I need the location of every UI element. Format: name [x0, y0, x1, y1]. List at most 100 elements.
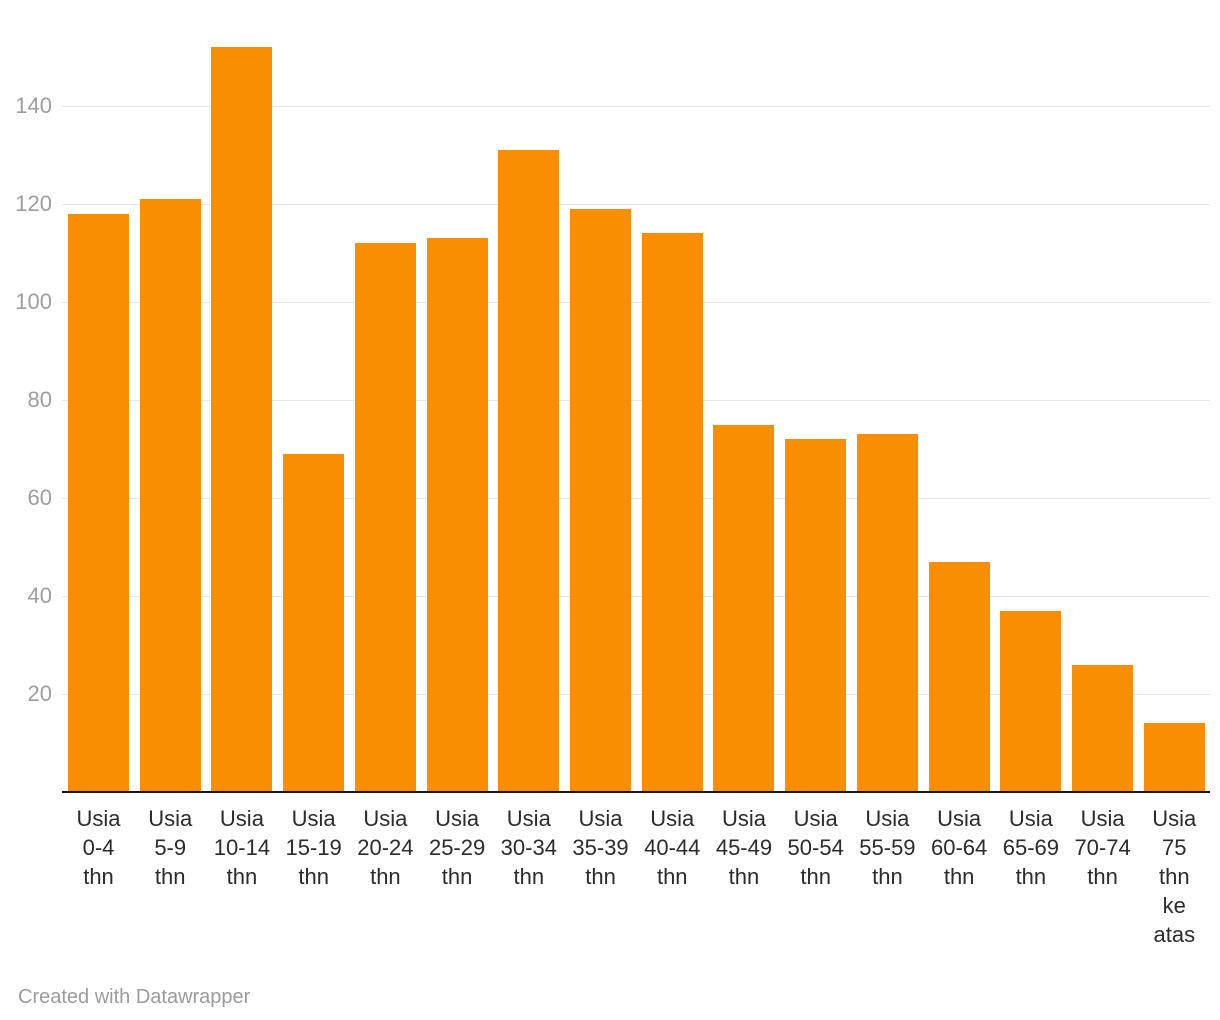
gridline-140	[62, 105, 1210, 107]
x-axis-label-line: thn	[441, 864, 473, 889]
x-axis-label-usia-0-4-thn: Usia 0-4 thn	[61, 804, 137, 891]
x-axis-label-line: 50-54	[787, 835, 844, 860]
x-axis-label-line: Usia	[937, 806, 982, 831]
gridline-100	[62, 301, 1210, 303]
datawrapper-credit-link[interactable]: Created with Datawrapper	[18, 986, 251, 1008]
x-axis-label-line: thn	[872, 864, 903, 889]
x-axis-label-line: thn	[83, 864, 114, 889]
x-axis-label-usia-10-14-thn: Usia 10-14 thn	[204, 804, 280, 891]
x-axis-label-line: 45-49	[715, 835, 773, 860]
x-axis-label-line: Usia	[363, 806, 408, 831]
plot-area: 20 40 60 80 100 120 140	[15, 47, 1210, 793]
x-axis-label-line: thn	[1087, 864, 1118, 889]
x-axis-label-usia-30-34-thn: Usia 30-34 thn	[491, 804, 567, 891]
x-axis-label-line: 70-74	[1074, 835, 1131, 860]
x-axis-label-usia-75-thn-ke-atas: Usia 75 thn ke atas	[1136, 804, 1212, 949]
y-axis-tick-label-40: 40	[27, 583, 52, 608]
x-axis-label-line: 55-59	[859, 835, 916, 860]
x-axis-label-usia-20-24-thn: Usia 20-24 thn	[347, 804, 423, 891]
x-axis-label-line: thn	[298, 864, 329, 889]
x-axis-label-line: atas	[1153, 922, 1196, 947]
x-axis-label-line: thn	[226, 864, 258, 889]
x-axis-label-line: Usia	[1152, 806, 1197, 831]
bar-usia-65-69-thn	[1000, 610, 1062, 792]
x-axis-label-usia-60-64-thn: Usia 60-64 thn	[921, 804, 997, 891]
x-axis-label-usia-50-54-thn: Usia 50-54 thn	[778, 804, 854, 891]
x-axis-label-line: Usia	[721, 806, 766, 831]
x-axis-label-line: 5-9	[154, 835, 187, 860]
x-axis-label-line: Usia	[650, 806, 695, 831]
x-axis-label-line: 15-19	[285, 835, 342, 860]
x-axis-label-usia-55-59-thn: Usia 55-59 thn	[849, 804, 925, 891]
x-axis-label-usia-25-29-thn: Usia 25-29 thn	[419, 804, 495, 891]
bar-usia-35-39-thn	[570, 208, 632, 792]
bar-usia-40-44-thn	[641, 233, 703, 792]
gridline-80	[62, 399, 1210, 401]
x-axis-label-line: Usia	[793, 806, 838, 831]
gridline-20	[62, 693, 1210, 695]
y-axis-tick-label-140: 140	[15, 93, 52, 118]
gridline-40	[62, 595, 1210, 597]
x-axis-label-line: 10-14	[213, 835, 271, 860]
x-axis-label-line: 0-4	[82, 835, 115, 860]
bar-usia-70-74-thn	[1072, 664, 1134, 792]
x-axis-label-line: thn	[943, 864, 975, 889]
x-axis-label-line: 60-64	[930, 835, 988, 860]
x-axis-label-usia-35-39-thn: Usia 35-39 thn	[563, 804, 639, 891]
x-axis-label-line: thn	[1015, 864, 1047, 889]
x-axis-label-line: thn	[585, 864, 616, 889]
x-axis-label-line: Usia	[865, 806, 910, 831]
bar-usia-55-59-thn	[856, 434, 918, 792]
x-axis-label-line: Usia	[578, 806, 623, 831]
x-axis-label-line: thn	[154, 864, 186, 889]
bar-usia-15-19-thn	[283, 453, 345, 792]
x-axis-label-usia-45-49-thn: Usia 45-49 thn	[706, 804, 782, 891]
x-axis-label-line: Usia	[1080, 806, 1125, 831]
gridline-120	[62, 203, 1210, 205]
x-axis-label-line: 35-39	[572, 835, 629, 860]
x-axis-label-line: thn	[656, 864, 688, 889]
x-axis-label-usia-40-44-thn: Usia 40-44 thn	[634, 804, 710, 891]
x-axis-label-line: ke	[1162, 893, 1186, 918]
x-axis-label-line: 75	[1162, 835, 1187, 860]
bar-usia-75-thn-ke-atas	[1143, 723, 1205, 792]
bar-usia-5-9-thn	[139, 199, 201, 792]
bar-usia-45-49-thn	[713, 424, 775, 792]
y-axis-tick-label-60: 60	[27, 485, 52, 510]
bar-usia-20-24-thn	[354, 243, 416, 792]
x-axis-label-line: Usia	[76, 806, 121, 831]
x-axis-label-line: Usia	[291, 806, 336, 831]
x-axis-label-usia-70-74-thn: Usia 70-74 thn	[1065, 804, 1141, 891]
y-axis-tick-label-80: 80	[27, 387, 52, 412]
y-axis-tick-label-20: 20	[27, 681, 52, 706]
x-axis-label-line: thn	[728, 864, 760, 889]
x-axis-label-line: 20-24	[357, 835, 414, 860]
gridline-60	[62, 497, 1210, 499]
x-axis-label-usia-65-69-thn: Usia 65-69 thn	[993, 804, 1069, 891]
y-axis-tick-label-120: 120	[15, 191, 52, 216]
x-axis-label-usia-15-19-thn: Usia 15-19 thn	[276, 804, 352, 891]
x-axis-label-line: Usia	[148, 806, 193, 831]
bar-usia-60-64-thn	[928, 561, 990, 792]
chart-footer: Created with Datawrapper	[18, 985, 250, 1009]
x-axis-label-line: thn	[513, 864, 545, 889]
x-axis-label-line: thn	[1159, 864, 1190, 889]
x-axis-label-line: 40-44	[644, 835, 701, 860]
bar-usia-0-4-thn	[68, 213, 129, 792]
x-axis-label-line: Usia	[435, 806, 480, 831]
bar-usia-50-54-thn	[785, 439, 847, 792]
x-axis-label-line: Usia	[506, 806, 551, 831]
x-axis-label-line: 65-69	[1002, 835, 1059, 860]
bar-usia-10-14-thn	[211, 47, 273, 792]
x-axis-label-usia-5-9-thn: Usia 5-9 thn	[132, 804, 208, 891]
x-axis-label-line: 30-34	[500, 835, 557, 860]
y-axis-tick-label-100: 100	[15, 289, 52, 314]
x-axis-labels: Usia 0-4 thn Usia 5-9 thn Usia 10-14 thn Usia 15-1…	[0, 804, 1220, 964]
bar-usia-30-34-thn	[498, 150, 560, 792]
x-axis-label-line: thn	[370, 864, 401, 889]
bar-usia-25-29-thn	[426, 238, 488, 792]
x-axis-label-line: thn	[800, 864, 831, 889]
x-axis-label-line: 25-29	[428, 835, 486, 860]
x-axis-label-line: Usia	[1008, 806, 1053, 831]
